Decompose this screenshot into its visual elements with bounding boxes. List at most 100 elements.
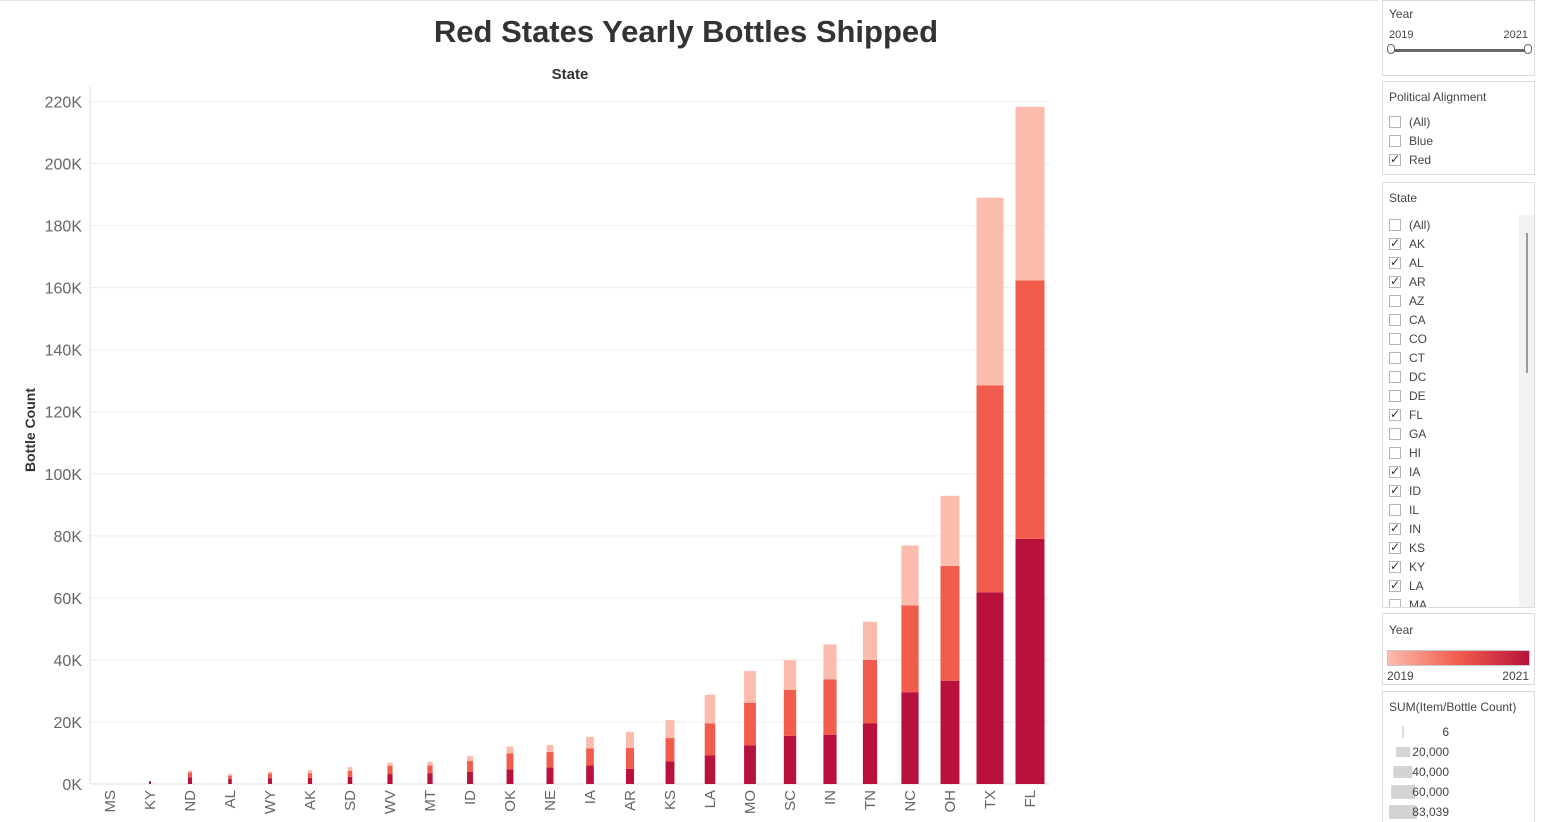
bar-segment-WY-2019 [268, 771, 272, 774]
state-option[interactable]: CO [1383, 329, 1534, 348]
bar-segment-IA-2020 [586, 748, 594, 766]
y-tick-label: 160K [45, 281, 83, 298]
state-option[interactable]: IA [1383, 462, 1534, 481]
checkbox[interactable] [1389, 389, 1401, 402]
size-legend-label: 20,000 [1412, 745, 1449, 759]
state-option-label: IA [1409, 464, 1421, 479]
state-option-label: LA [1409, 578, 1424, 593]
checkbox[interactable] [1389, 598, 1401, 607]
state-option[interactable]: LA [1383, 576, 1534, 595]
state-option[interactable]: KY [1383, 557, 1534, 576]
year-color-legend: Year 2019 2021 [1382, 613, 1535, 685]
checkbox[interactable] [1389, 351, 1401, 364]
state-option[interactable]: DE [1383, 386, 1534, 405]
bar-segment-AK-2019 [307, 770, 313, 774]
slider-max-handle[interactable] [1524, 44, 1532, 54]
x-tick-label: NE [542, 790, 559, 811]
checkbox[interactable] [1389, 236, 1401, 250]
state-option[interactable]: FL [1383, 405, 1534, 424]
x-tick-label: ID [462, 790, 479, 805]
alignment-option[interactable]: (All) [1383, 112, 1534, 131]
state-option[interactable]: (All) [1383, 215, 1534, 234]
x-tick-label: MO [742, 790, 759, 814]
state-option[interactable]: ID [1383, 481, 1534, 500]
checkbox[interactable] [1389, 503, 1401, 516]
state-option-label: (All) [1409, 217, 1431, 232]
slider-min-handle[interactable] [1387, 44, 1395, 54]
bar-segment-MO-2019 [744, 671, 756, 703]
checkbox[interactable] [1389, 483, 1401, 497]
bar-segment-KS-2021 [665, 761, 675, 784]
x-tick-label: ND [182, 790, 199, 812]
alignment-option[interactable]: Red [1383, 150, 1534, 169]
x-tick-label: NC [902, 790, 919, 812]
bar-segment-SD-2020 [347, 770, 353, 777]
bar-segment-AR-2021 [625, 768, 635, 784]
state-option[interactable]: CA [1383, 310, 1534, 329]
checkbox[interactable] [1389, 521, 1401, 535]
checkbox[interactable] [1389, 134, 1401, 147]
state-option[interactable]: CT [1383, 348, 1534, 367]
bar-segment-LA-2020 [704, 723, 716, 756]
checkbox[interactable] [1389, 559, 1401, 573]
checkbox[interactable] [1389, 540, 1401, 554]
bar-segment-TX-2020 [976, 385, 1004, 593]
checkbox[interactable] [1389, 313, 1401, 326]
checkbox[interactable] [1389, 427, 1401, 440]
checkbox[interactable] [1389, 274, 1401, 288]
state-option[interactable]: HI [1383, 443, 1534, 462]
checkbox[interactable] [1389, 255, 1401, 269]
checkbox[interactable] [1389, 294, 1401, 307]
bar-segment-FL-2021 [1015, 538, 1045, 784]
bar-segment-MT-2020 [427, 765, 433, 774]
x-tick-label: MS [102, 790, 119, 813]
bars [149, 106, 1045, 784]
state-option[interactable]: AZ [1383, 291, 1534, 310]
bar-segment-IA-2021 [586, 765, 594, 784]
bar-segment-NC-2020 [901, 605, 919, 693]
checkbox[interactable] [1389, 218, 1401, 231]
state-option[interactable]: KS [1383, 538, 1534, 557]
state-option[interactable]: IL [1383, 500, 1534, 519]
checkbox[interactable] [1389, 578, 1401, 592]
state-list-scrollbar[interactable] [1519, 215, 1534, 607]
x-tick-label: SC [782, 790, 799, 811]
checkbox[interactable] [1389, 115, 1401, 128]
checkbox[interactable] [1389, 407, 1401, 421]
checkbox[interactable] [1389, 152, 1401, 166]
alignment-option[interactable]: Blue [1383, 131, 1534, 150]
state-option-label: DC [1409, 369, 1427, 384]
bar-segment-WV-2021 [387, 774, 393, 784]
checkbox[interactable] [1389, 464, 1401, 478]
bar-segment-MT-2021 [427, 773, 433, 784]
bar-segment-AR-2019 [625, 731, 635, 749]
checkbox[interactable] [1389, 332, 1401, 345]
bar-segment-IN-2019 [823, 644, 837, 680]
bar-segment-TN-2021 [862, 723, 878, 784]
state-option[interactable]: AL [1383, 253, 1534, 272]
state-option-label: CO [1409, 331, 1427, 346]
bar-segment-KS-2019 [665, 720, 675, 739]
scrollbar-thumb[interactable] [1526, 233, 1528, 373]
checkbox[interactable] [1389, 446, 1401, 459]
state-option[interactable]: DC [1383, 367, 1534, 386]
x-tick-label: AK [302, 790, 319, 810]
size-legend-entry: 60,000 [1383, 782, 1534, 802]
x-tick-label: LA [702, 790, 719, 808]
year-range-slider[interactable] [1387, 44, 1532, 54]
state-option[interactable]: IN [1383, 519, 1534, 538]
x-tick-label: AL [222, 790, 239, 808]
alignment-option-label: Blue [1409, 133, 1434, 148]
x-axis-ticks: MS KY ND AL WY AK SD WV MT ID OK NE IA AR KS LA MO SC IN TN… [102, 790, 1039, 814]
state-option[interactable]: AR [1383, 272, 1534, 291]
state-option-label: KS [1409, 540, 1426, 555]
bar-segment-TX-2021 [976, 592, 1004, 784]
state-option[interactable]: MA [1383, 595, 1534, 607]
x-tick-label: KS [662, 790, 679, 810]
size-legend-entries: 6 20,000 40,000 60,000 83,039 [1383, 722, 1534, 822]
checkbox[interactable] [1389, 370, 1401, 383]
year-filter-panel: Year 2019 2021 [1382, 0, 1535, 76]
x-tick-label: TX [982, 790, 999, 809]
state-option[interactable]: AK [1383, 234, 1534, 253]
state-option[interactable]: GA [1383, 424, 1534, 443]
